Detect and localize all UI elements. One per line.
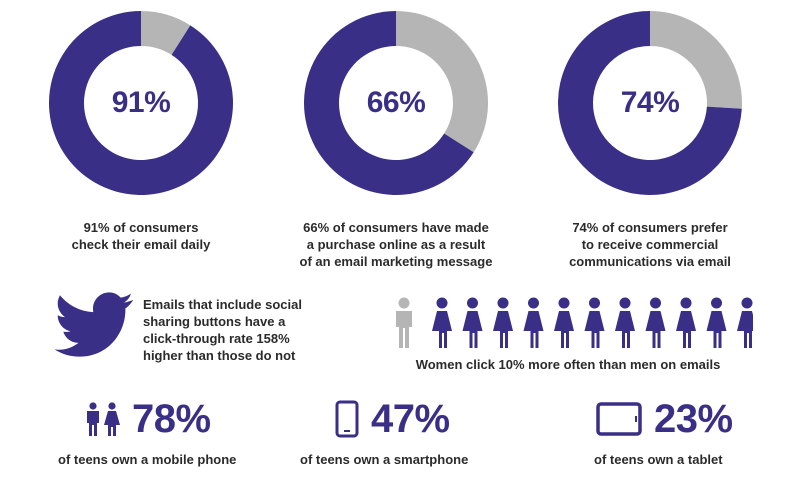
gender-figures (396, 297, 753, 348)
tablet-icon (596, 402, 642, 436)
caption-line: of an email marketing message (299, 254, 493, 269)
female-figure-icon (706, 297, 727, 348)
donut-center-label-1: 91% (111, 86, 171, 119)
teen-tablet-percent: 23% (654, 397, 733, 441)
donut-chart-1: 91% (48, 10, 234, 196)
social-sharing-text: Emails that include social sharing butto… (143, 296, 302, 364)
caption-line: check their email daily (71, 237, 211, 252)
caption-line: a purchase online as a result (306, 237, 486, 252)
donut-slice-yes (49, 11, 234, 195)
donut-caption-2: 66% of consumers have made a purchase on… (286, 219, 506, 270)
donut-slice-no (650, 11, 742, 109)
social-line: Emails that include social (143, 297, 302, 312)
teen-smartphone-percent: 47% (371, 397, 450, 441)
donut-chart-2: 66% (303, 10, 489, 196)
donut-slice-yes (304, 11, 474, 195)
donut-caption-1: 91% of consumers check their email daily (41, 219, 241, 253)
caption-line: 91% of consumers (83, 220, 199, 235)
donut-center-label-2: 66% (366, 86, 426, 119)
teen-tablet-caption: of teens own a tablet (594, 452, 723, 467)
teen-mobile-caption: of teens own a mobile phone (58, 452, 237, 467)
donut-svg-3 (558, 11, 742, 195)
female-figure-icon (493, 297, 513, 348)
female-figure-icon (523, 297, 544, 348)
donut-slice-yes (558, 11, 742, 195)
female-figure-icon (645, 297, 666, 348)
donut-slice-no (141, 11, 191, 55)
female-figure-icon (676, 297, 696, 348)
social-line: sharing buttons have a (143, 314, 286, 329)
caption-line: 74% of consumers prefer (572, 220, 728, 235)
social-line: click-through rate 158% (143, 331, 290, 346)
women-click-caption: Women click 10% more often than men on e… (415, 357, 721, 372)
female-figure-icon (737, 297, 753, 348)
teen-mobile-percent: 78% (132, 397, 211, 441)
male-figure-icon (396, 297, 412, 348)
smartphone-icon (335, 400, 359, 438)
caption-line: communications via email (569, 254, 731, 269)
donut-chart-3: 74% (557, 10, 743, 196)
female-figure-icon (584, 297, 605, 348)
female-figure-icon (615, 297, 635, 348)
caption-line: to receive commercial (581, 237, 719, 252)
twitter-bird-icon (55, 292, 134, 357)
donut-svg-2 (304, 11, 488, 195)
female-figure-icon (462, 297, 483, 348)
donut-caption-3: 74% of consumers prefer to receive comme… (545, 219, 755, 270)
female-figure-icon (432, 297, 452, 348)
donut-center-label-3: 74% (620, 86, 680, 119)
teen-smartphone-caption: of teens own a smartphone (300, 452, 469, 467)
people-icon (87, 402, 120, 436)
female-figure-icon (554, 297, 574, 348)
social-line: higher than those do not (143, 348, 296, 363)
donut-slice-no (396, 11, 488, 153)
caption-line: 66% of consumers have made (303, 220, 489, 235)
donut-svg-1 (49, 11, 234, 195)
